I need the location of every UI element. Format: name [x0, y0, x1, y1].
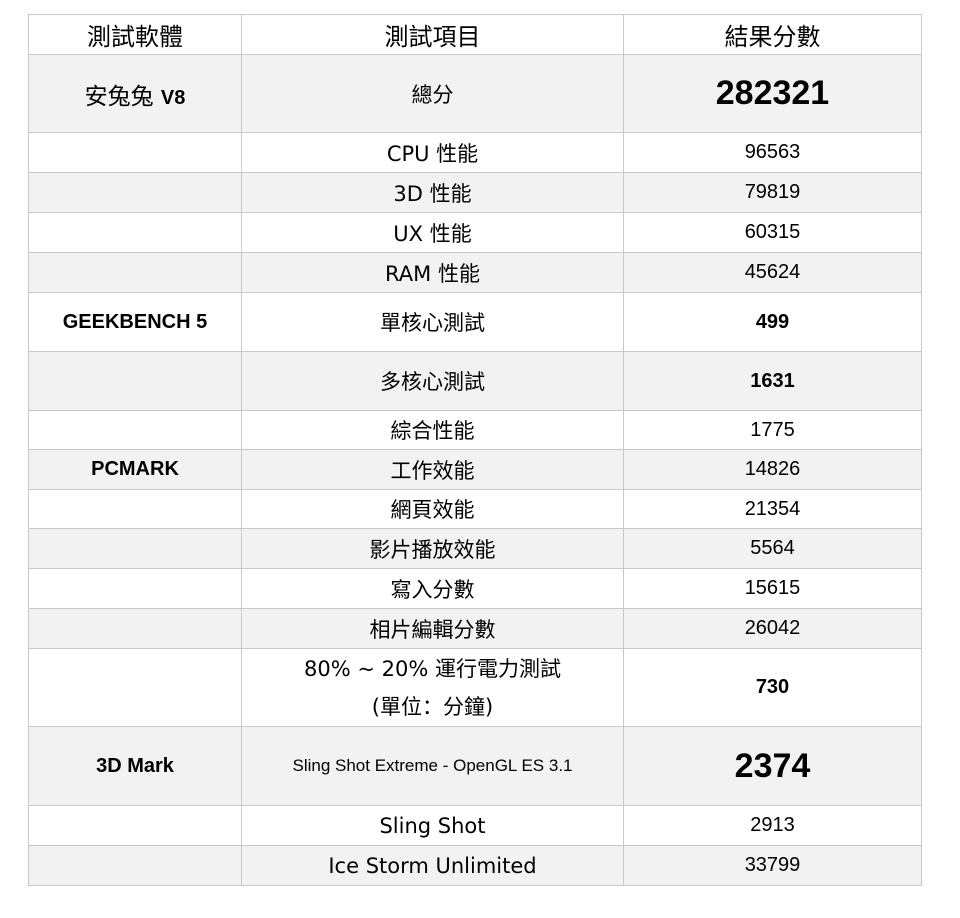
- table-row: GEEKBENCH 5 單核心測試 499: [28, 292, 922, 352]
- item-cell: UX 性能: [241, 212, 624, 253]
- item-cell: Sling Shot Extreme - OpenGL ES 3.1: [241, 726, 624, 806]
- header-row: 測試軟體 測試項目 結果分數: [28, 14, 922, 55]
- software-name-cjk: 安兔兔: [84, 83, 161, 110]
- item-cell: Sling Shot: [241, 805, 624, 846]
- software-cell: [28, 351, 242, 411]
- table-row: 80% ~ 20% 運行電力測試 (單位：分鐘) 730: [28, 648, 922, 727]
- item-cell: Ice Storm Unlimited: [241, 845, 624, 886]
- software-cell: [28, 410, 242, 450]
- table-row: PCMARK 工作效能 14826: [28, 449, 922, 490]
- result-cell: 21354: [623, 489, 922, 529]
- result-cell: 5564: [623, 528, 922, 569]
- table-row: RAM 性能 45624: [28, 252, 922, 293]
- software-version: V8: [160, 86, 186, 109]
- item-cell: 綜合性能: [241, 410, 624, 450]
- software-cell: [28, 648, 242, 727]
- result-cell: 2913: [623, 805, 922, 846]
- result-cell: 499: [623, 292, 922, 352]
- software-cell: [28, 608, 242, 649]
- table-row: CPU 性能 96563: [28, 132, 922, 173]
- software-cell: [28, 845, 242, 886]
- header-result: 結果分數: [623, 14, 922, 55]
- result-cell: 2374: [623, 726, 922, 806]
- item-cell: CPU 性能: [241, 132, 624, 173]
- item-cell: 總分: [241, 54, 624, 133]
- table-row: 網頁效能 21354: [28, 489, 922, 529]
- table-row: UX 性能 60315: [28, 212, 922, 253]
- table-row: 寫入分數 15615: [28, 568, 922, 609]
- header-software: 測試軟體: [28, 14, 242, 55]
- item-cell: 相片編輯分數: [241, 608, 624, 649]
- header-item: 測試項目: [241, 14, 624, 55]
- software-cell: [28, 172, 242, 213]
- item-cell: 寫入分數: [241, 568, 624, 609]
- table-row: 3D 性能 79819: [28, 172, 922, 213]
- table-row: 相片編輯分數 26042: [28, 608, 922, 649]
- item-cell: 單核心測試: [241, 292, 624, 352]
- table-row: Ice Storm Unlimited 33799: [28, 845, 922, 886]
- table-row: 3D Mark Sling Shot Extreme - OpenGL ES 3.…: [28, 726, 922, 806]
- item-cell: 工作效能: [241, 449, 624, 490]
- result-cell: 96563: [623, 132, 922, 173]
- software-cell: 3D Mark: [28, 726, 242, 806]
- table-row: 綜合性能 1775: [28, 410, 922, 450]
- item-cell: 多核心測試: [241, 351, 624, 411]
- software-cell: [28, 489, 242, 529]
- result-cell: 1775: [623, 410, 922, 450]
- item-line-2: (單位：分鐘): [371, 694, 494, 719]
- result-cell: 45624: [623, 252, 922, 293]
- table-row: Sling Shot 2913: [28, 805, 922, 846]
- software-cell: 安兔兔 V8: [28, 54, 242, 133]
- table-row: 影片播放效能 5564: [28, 528, 922, 569]
- result-cell: 79819: [623, 172, 922, 213]
- software-cell: [28, 212, 242, 253]
- result-cell: 60315: [623, 212, 922, 253]
- software-cell: [28, 528, 242, 569]
- item-cell: 網頁效能: [241, 489, 624, 529]
- item-cell: RAM 性能: [241, 252, 624, 293]
- software-cell: [28, 252, 242, 293]
- benchmark-table: 測試軟體 測試項目 結果分數 安兔兔 V8 總分 282321 CPU 性能 96563…: [28, 14, 922, 886]
- result-cell: 282321: [623, 54, 922, 133]
- software-cell: [28, 132, 242, 173]
- item-cell: 影片播放效能: [241, 528, 624, 569]
- result-cell: 730: [623, 648, 922, 727]
- software-cell: [28, 805, 242, 846]
- result-cell: 1631: [623, 351, 922, 411]
- software-cell: [28, 568, 242, 609]
- result-cell: 15615: [623, 568, 922, 609]
- item-cell: 80% ~ 20% 運行電力測試 (單位：分鐘): [241, 648, 624, 727]
- result-cell: 14826: [623, 449, 922, 490]
- software-cell: GEEKBENCH 5: [28, 292, 242, 352]
- result-cell: 26042: [623, 608, 922, 649]
- item-line-1: 80% ~ 20% 運行電力測試: [304, 656, 561, 681]
- item-cell: 3D 性能: [241, 172, 624, 213]
- table-row: 安兔兔 V8 總分 282321: [28, 54, 922, 133]
- table-row: 多核心測試 1631: [28, 351, 922, 411]
- software-cell: PCMARK: [28, 449, 242, 490]
- result-cell: 33799: [623, 845, 922, 886]
